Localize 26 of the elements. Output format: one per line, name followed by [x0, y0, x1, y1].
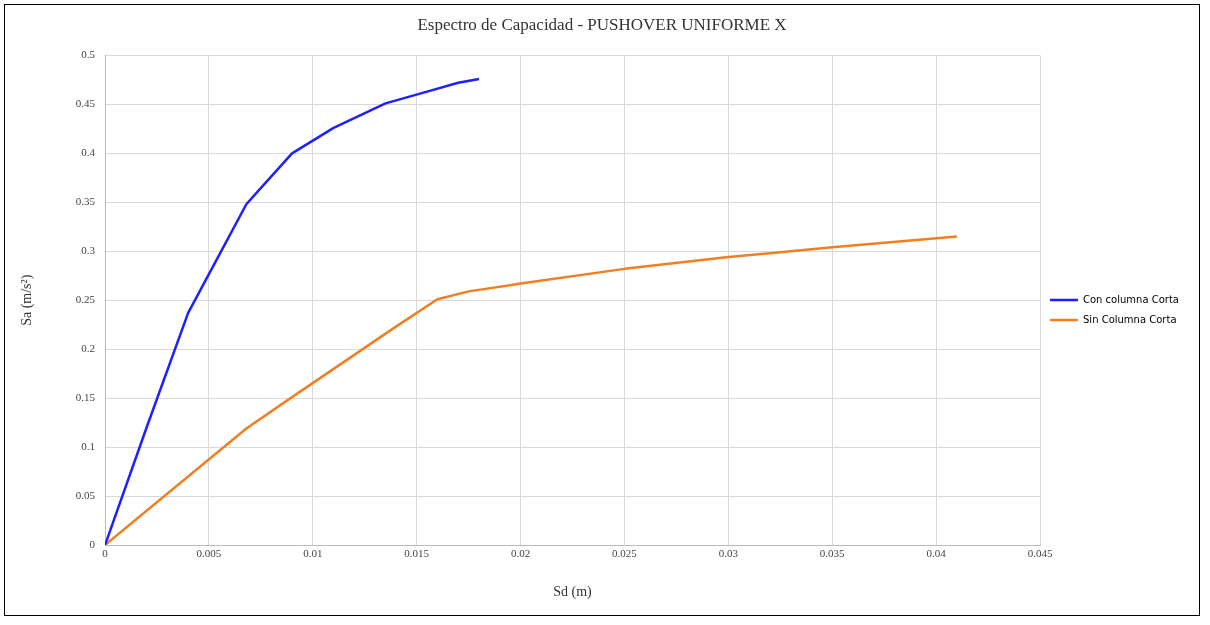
y-tick-label: 0.5 — [81, 48, 96, 61]
y-tick-label: 0.35 — [75, 195, 96, 208]
y-axis-title: Sa (m/s²) — [19, 274, 36, 326]
x-tick-label: 0 — [102, 547, 109, 560]
x-tick-label: 0.035 — [819, 547, 846, 560]
x-tick-label: 0.005 — [196, 547, 222, 560]
legend-label: Con columna Corta — [1083, 293, 1179, 305]
y-tick-label: 0.1 — [81, 439, 96, 452]
y-tick-label: 0.25 — [75, 293, 96, 306]
x-tick-label: 0.015 — [404, 547, 430, 560]
x-tick-label: 0.03 — [718, 547, 739, 560]
x-axis-title: Sd (m) — [553, 584, 593, 601]
y-tick-label: 0.05 — [75, 488, 96, 501]
x-tick-label: 0.01 — [303, 547, 323, 560]
y-tick-label: 0.4 — [81, 146, 96, 159]
x-tick-label: 0.025 — [612, 547, 638, 560]
y-tick-label: 0.45 — [75, 97, 96, 110]
x-tick-label: 0.045 — [1027, 547, 1053, 560]
x-tick-label: 0.02 — [510, 547, 531, 560]
legend-label: Sin Columna Corta — [1083, 313, 1177, 325]
chart-title: Espectro de Capacidad - PUSHOVER UNIFORME X — [417, 14, 787, 34]
x-tick-label: 0.04 — [926, 547, 947, 560]
y-tick-label: 0.15 — [75, 391, 96, 404]
y-tick-label: 0.2 — [81, 342, 96, 355]
y-tick-label: 0 — [89, 537, 96, 550]
y-tick-label: 0.3 — [81, 244, 96, 257]
